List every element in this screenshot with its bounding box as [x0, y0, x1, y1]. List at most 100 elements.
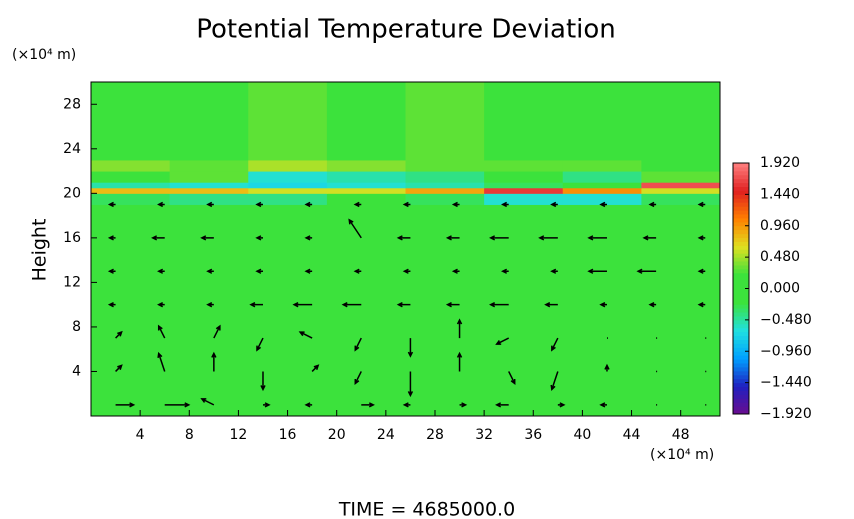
heatmap-cell — [169, 159, 249, 172]
heatmap-cell — [91, 171, 171, 183]
x-tick-label: 44 — [623, 427, 641, 443]
colorbar-swatch — [733, 217, 749, 223]
colorbar-swatch — [733, 166, 749, 172]
colorbar-swatch — [733, 323, 749, 329]
heatmap-cell — [484, 159, 564, 172]
wind-vector — [445, 301, 460, 308]
wind-vector — [451, 268, 460, 274]
heatmap-cell — [405, 182, 485, 189]
heatmap-cell — [91, 182, 171, 189]
wind-vector — [107, 301, 116, 308]
y-tick-label: 4 — [72, 363, 81, 379]
wind-vector — [206, 201, 214, 208]
wind-vector — [157, 351, 166, 372]
wind-vector — [604, 363, 610, 372]
colorbar-swatch — [733, 363, 749, 368]
wind-vector — [445, 235, 460, 241]
colorbar-tick-label: 0.480 — [760, 249, 800, 265]
colorbar-swatch — [733, 366, 749, 372]
colorbar-swatch — [733, 229, 749, 235]
x-tick-label: 32 — [475, 427, 493, 443]
heatmap-cell — [484, 204, 564, 417]
x-tick-label: 12 — [230, 427, 248, 443]
colorbar-swatch — [733, 280, 749, 286]
wind-vector — [292, 301, 313, 308]
wind-vector — [396, 301, 411, 308]
wind-vector — [311, 364, 320, 372]
heatmap-cell — [326, 187, 406, 194]
heatmap-cell — [91, 159, 171, 172]
colorbar-swatch — [733, 186, 749, 191]
wind-vector — [456, 318, 463, 339]
colorbar-swatch — [733, 410, 749, 415]
wind-vector — [402, 201, 411, 208]
x-tick-label: 36 — [524, 427, 542, 443]
colorbar-swatch — [733, 386, 749, 391]
wind-vector — [544, 301, 558, 308]
wind-vector — [407, 338, 414, 358]
x-unit: (×10⁴ m) — [650, 447, 714, 463]
colorbar-swatch — [733, 257, 749, 262]
colorbar-tick-label: 0.960 — [760, 218, 800, 234]
wind-vector — [341, 301, 362, 308]
heatmap-cell — [91, 204, 171, 417]
wind-vector — [599, 402, 607, 408]
colorbar-swatch — [733, 308, 749, 313]
colorbar-swatch — [733, 276, 749, 282]
y-tick-label: 16 — [63, 230, 81, 246]
heatmap-cell — [562, 182, 642, 189]
wind-vector — [256, 337, 264, 352]
heatmap-cell — [562, 187, 642, 194]
heatmap-cell — [91, 187, 171, 194]
colorbar-swatch — [733, 394, 749, 399]
heatmap-cell — [562, 171, 642, 183]
wind-vector — [255, 268, 263, 274]
heatmap-cell — [248, 82, 328, 161]
colorbar-swatch — [733, 182, 749, 188]
x-tick-label: 8 — [185, 427, 194, 443]
wind-vector — [354, 371, 362, 385]
heatmap-cell — [562, 193, 642, 205]
wind-vector — [304, 268, 313, 274]
colorbar-swatch — [733, 406, 749, 411]
y-tick-label: 24 — [63, 141, 81, 157]
colorbar-swatch — [733, 390, 749, 395]
heatmap-cell — [484, 82, 564, 161]
wind-vector — [200, 235, 214, 241]
y-axis-label: Height — [29, 219, 51, 282]
wind-vector — [354, 337, 362, 352]
wind-vector — [206, 301, 214, 308]
colorbar-swatch — [733, 264, 749, 270]
colorbar-swatch — [733, 206, 749, 211]
colorbar-swatch — [733, 292, 749, 297]
heatmap-cell — [248, 171, 328, 183]
wind-vector — [501, 201, 509, 208]
colorbar-swatch — [733, 351, 749, 356]
wind-vector — [115, 402, 136, 408]
wind-vector — [157, 268, 165, 274]
wind-vector — [508, 371, 516, 385]
colorbar-swatch — [733, 221, 749, 227]
heatmap-cell — [326, 193, 406, 205]
heatmap-cell — [562, 159, 642, 172]
heatmap-cell — [248, 159, 328, 172]
plot-frame — [90, 81, 721, 417]
heatmap-cell — [248, 204, 328, 417]
wind-vector — [648, 201, 657, 208]
colorbar-swatch — [733, 312, 749, 317]
colorbar-swatch — [733, 304, 749, 309]
heatmap-cell — [641, 171, 721, 183]
wind-vector — [255, 201, 263, 208]
wind-vector — [304, 235, 313, 241]
wind-vector — [361, 402, 375, 408]
heatmap-cell — [169, 182, 249, 189]
colorbar-swatch — [733, 347, 749, 352]
x-tick-label: 20 — [328, 427, 346, 443]
colorbar-swatch — [733, 319, 749, 325]
colorbar-swatch — [733, 370, 749, 376]
wind-vector — [599, 201, 607, 208]
colorbar-swatch — [733, 402, 749, 407]
colorbar-swatch — [733, 382, 749, 388]
wind-vector — [495, 402, 509, 408]
wind-vector — [587, 268, 607, 274]
